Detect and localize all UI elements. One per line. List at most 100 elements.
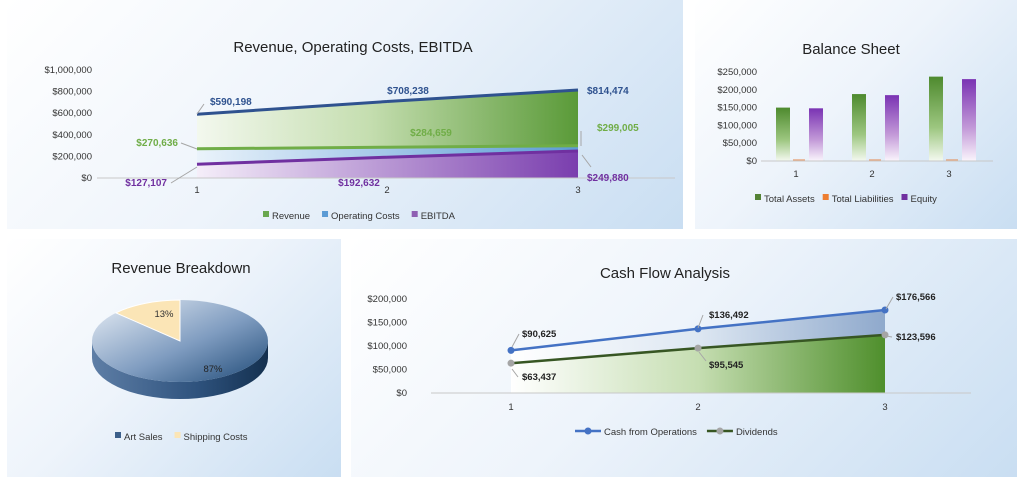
y-tick-label: $250,000 — [717, 67, 757, 78]
balance-sheet-chart: Balance Sheet $250,000 $200,000 $150,000 $1… — [717, 41, 993, 205]
leader-line — [697, 314, 704, 329]
legend-marker — [322, 211, 329, 217]
x-tick-label: 2 — [384, 185, 389, 196]
data-point — [507, 346, 515, 354]
bar-total-assets — [929, 76, 943, 161]
chart-title: Cash Flow Analysis — [600, 265, 730, 282]
y-tick-label: $1,000,000 — [44, 65, 92, 76]
legend-label: Shipping Costs — [184, 432, 248, 443]
bar-total-assets — [776, 107, 790, 161]
data-label: $284,659 — [410, 128, 452, 139]
revenue-area-chart: Revenue, Operating Costs, EBITDA $1,000,… — [44, 39, 675, 222]
leader-line — [698, 351, 707, 362]
data-label: 13% — [154, 309, 174, 320]
data-label: $95,545 — [709, 360, 744, 371]
bar-equity — [962, 79, 976, 161]
series-line-segment — [386, 88, 579, 104]
legend-marker — [716, 427, 724, 435]
legend-marker — [411, 211, 418, 217]
area-ebitda — [197, 151, 578, 178]
y-tick-label: $600,000 — [52, 108, 92, 119]
legend-label: Total Assets — [764, 194, 815, 205]
legend-label: Equity — [911, 194, 938, 205]
leader-line — [180, 142, 198, 150]
cash-flow-chart: Cash Flow Analysis $200,000 $150,000 $100,… — [367, 265, 971, 438]
data-point — [694, 325, 702, 333]
bar-total-liabilities — [869, 159, 881, 161]
data-label: $176,566 — [896, 292, 936, 303]
leader-line — [511, 368, 519, 378]
legend-label: Art Sales — [124, 432, 163, 443]
legend-label: Total Liabilities — [832, 194, 894, 205]
data-label: $590,198 — [210, 97, 252, 108]
legend-marker — [584, 427, 592, 435]
dividends-area — [511, 334, 885, 393]
leader-line — [885, 335, 893, 338]
data-point — [881, 306, 889, 314]
series-line-segment — [386, 149, 579, 159]
y-tick-label: $200,000 — [52, 151, 92, 162]
x-tick-label: 2 — [695, 402, 700, 413]
bar-total-assets — [852, 94, 866, 161]
x-tick-label: 3 — [575, 185, 580, 196]
x-tick-label: 3 — [882, 402, 887, 413]
bar-equity — [809, 108, 823, 161]
data-point — [694, 344, 702, 352]
bar-total-liabilities — [946, 159, 958, 161]
y-tick-label: $100,000 — [717, 120, 757, 131]
x-tick-label: 1 — [194, 185, 199, 196]
chart-title: Balance Sheet — [802, 41, 900, 58]
y-tick-label: $800,000 — [52, 87, 92, 98]
y-tick-label: $200,000 — [367, 294, 407, 305]
legend-marker — [822, 194, 829, 200]
revenue-breakdown-panel: Revenue Breakdown 13% 87% Art Sales Shippi… — [7, 239, 341, 477]
data-label: $192,632 — [338, 178, 380, 189]
legend-marker — [174, 432, 181, 438]
leader-line — [581, 154, 592, 168]
data-label: $270,636 — [136, 138, 178, 149]
legend-marker — [115, 432, 121, 438]
cash-flow-panel: Cash Flow Analysis $200,000 $150,000 $100,… — [351, 239, 1017, 477]
data-label: 87% — [203, 364, 223, 375]
leader-line — [885, 296, 894, 310]
legend-marker — [755, 194, 761, 200]
pie-side — [92, 341, 268, 399]
revenue-costs-ebitda-panel: Revenue, Operating Costs, EBITDA $1,000,… — [7, 0, 683, 229]
data-label: $708,238 — [387, 86, 429, 97]
y-tick-label: $50,000 — [373, 365, 407, 376]
leader-line — [511, 333, 520, 348]
x-tick-label: 1 — [508, 402, 513, 413]
y-tick-label: $400,000 — [52, 130, 92, 141]
data-label: $123,596 — [896, 332, 936, 343]
legend-label: Operating Costs — [331, 211, 400, 222]
leader-line — [170, 166, 198, 184]
data-label: $136,492 — [709, 310, 749, 321]
legend-marker — [263, 211, 269, 217]
data-label: $127,107 — [125, 178, 167, 189]
legend-label: Cash from Operations — [604, 427, 697, 438]
x-tick-label: 1 — [793, 169, 798, 180]
bar-total-liabilities — [793, 159, 805, 161]
x-tick-label: 2 — [869, 169, 874, 180]
series-line-segment — [196, 145, 388, 151]
series-line-segment — [386, 144, 579, 149]
legend-marker — [901, 194, 908, 200]
data-label: $814,474 — [587, 86, 629, 97]
bar-equity — [885, 95, 899, 161]
data-label: $63,437 — [522, 372, 556, 383]
data-point — [507, 359, 515, 367]
y-tick-label: $50,000 — [723, 138, 757, 149]
legend-label: Revenue — [272, 211, 310, 222]
chart-title: Revenue, Operating Costs, EBITDA — [233, 39, 472, 56]
legend-label: EBITDA — [421, 211, 456, 222]
y-tick-label: $200,000 — [717, 85, 757, 96]
pie-slice-shipping-costs — [114, 299, 181, 342]
data-point — [881, 331, 889, 339]
legend-label: Dividends — [736, 427, 778, 438]
x-tick-label: 3 — [946, 169, 951, 180]
balance-sheet-panel: Balance Sheet $250,000 $200,000 $150,000 $1… — [695, 0, 1017, 229]
data-label: $249,880 — [587, 173, 629, 184]
y-tick-label: $150,000 — [717, 103, 757, 114]
revenue-pie-chart: Revenue Breakdown 13% 87% Art Sales Shippi… — [92, 260, 268, 443]
y-tick-label: $100,000 — [367, 341, 407, 352]
